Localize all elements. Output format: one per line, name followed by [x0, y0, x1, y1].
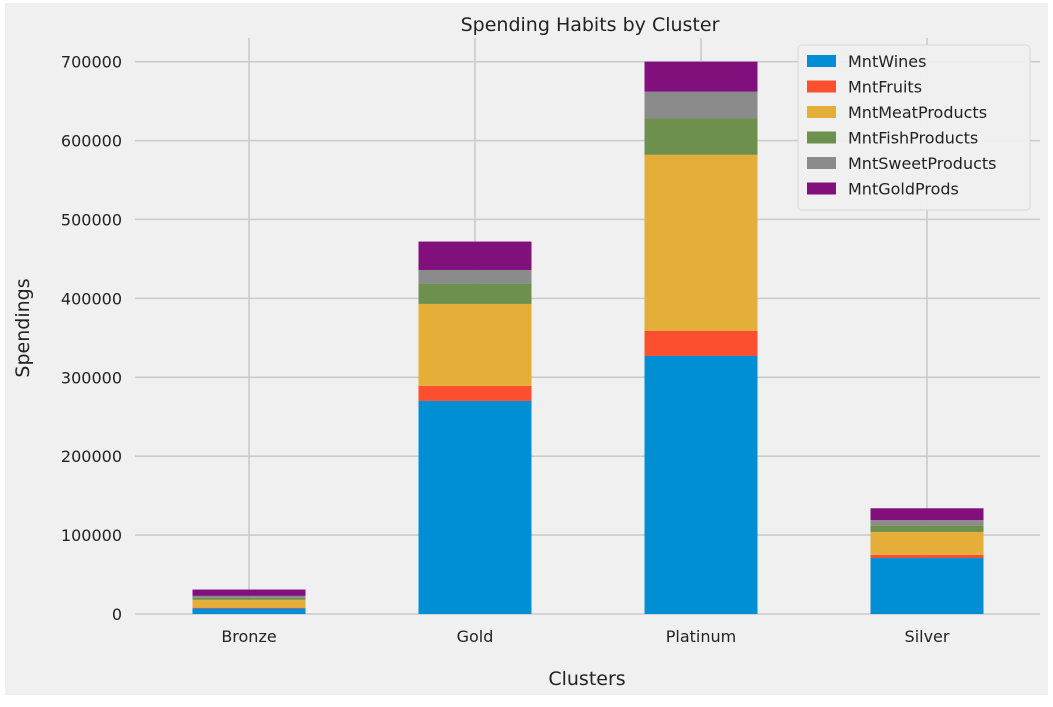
legend-label: MntWines — [848, 52, 926, 71]
y-tick-label: 600000 — [61, 132, 122, 151]
x-tick-label: Silver — [905, 627, 950, 646]
legend-label: MntFruits — [848, 78, 922, 97]
legend: MntWines MntFruits MntMeatProducts MntFishP… — [797, 44, 1031, 211]
bar-segment — [644, 91, 758, 119]
y-tick-labels: 0 100000 200000 300000 400000 500000 600000 700… — [61, 53, 122, 624]
bar-segment — [418, 241, 532, 270]
bar-segment — [870, 554, 984, 558]
bar-segment — [870, 525, 984, 532]
bar-segment — [644, 330, 758, 356]
x-tick-label: Platinum — [666, 627, 736, 646]
bar-segment — [192, 589, 306, 596]
legend-swatch — [807, 157, 836, 169]
y-tick-label: 300000 — [61, 368, 122, 387]
bar-segment — [870, 520, 984, 526]
bar-segment — [192, 599, 306, 608]
bar-segment — [870, 531, 984, 555]
bar-segment — [644, 61, 758, 92]
x-tick-label: Bronze — [221, 627, 276, 646]
legend-swatch — [807, 131, 836, 144]
bar-segment — [418, 385, 532, 401]
bars — [192, 61, 984, 614]
legend-label: MntFishProducts — [848, 129, 978, 148]
y-tick-label: 200000 — [61, 447, 122, 466]
bar-segment — [192, 608, 306, 614]
bar-segment — [644, 154, 758, 331]
bar-segment — [192, 597, 306, 600]
legend-swatch — [807, 55, 836, 67]
bar-segment — [418, 303, 532, 386]
legend-swatch — [807, 182, 836, 195]
bar-segment — [644, 118, 758, 155]
legend-swatch — [807, 106, 836, 118]
bar-segment — [870, 557, 984, 614]
y-tick-label: 500000 — [61, 210, 122, 229]
legend-label: MntMeatProducts — [848, 103, 987, 122]
y-tick-label: 700000 — [61, 53, 122, 72]
y-tick-label: 400000 — [61, 289, 122, 308]
y-tick-label: 100000 — [61, 526, 122, 545]
bar-segment — [644, 355, 758, 614]
bar-segment — [192, 595, 306, 598]
y-tick-label: 0 — [112, 605, 122, 624]
x-axis-label: Clusters — [548, 668, 625, 690]
legend-label: MntGoldProds — [848, 180, 959, 199]
y-axis-label: Spendings — [12, 278, 34, 377]
x-tick-labels: Bronze Gold Platinum Silver — [221, 627, 950, 646]
bar-segment — [418, 269, 532, 284]
bar-segment — [418, 283, 532, 304]
bar-segment — [418, 400, 532, 614]
chart-title: Spending Habits by Cluster — [461, 14, 720, 36]
x-tick-label: Gold — [457, 627, 494, 646]
legend-box — [797, 44, 1031, 211]
legend-swatch — [807, 80, 836, 93]
bar-segment — [870, 508, 984, 521]
bar-segment — [192, 607, 306, 609]
legend-label: MntSweetProducts — [848, 154, 997, 173]
